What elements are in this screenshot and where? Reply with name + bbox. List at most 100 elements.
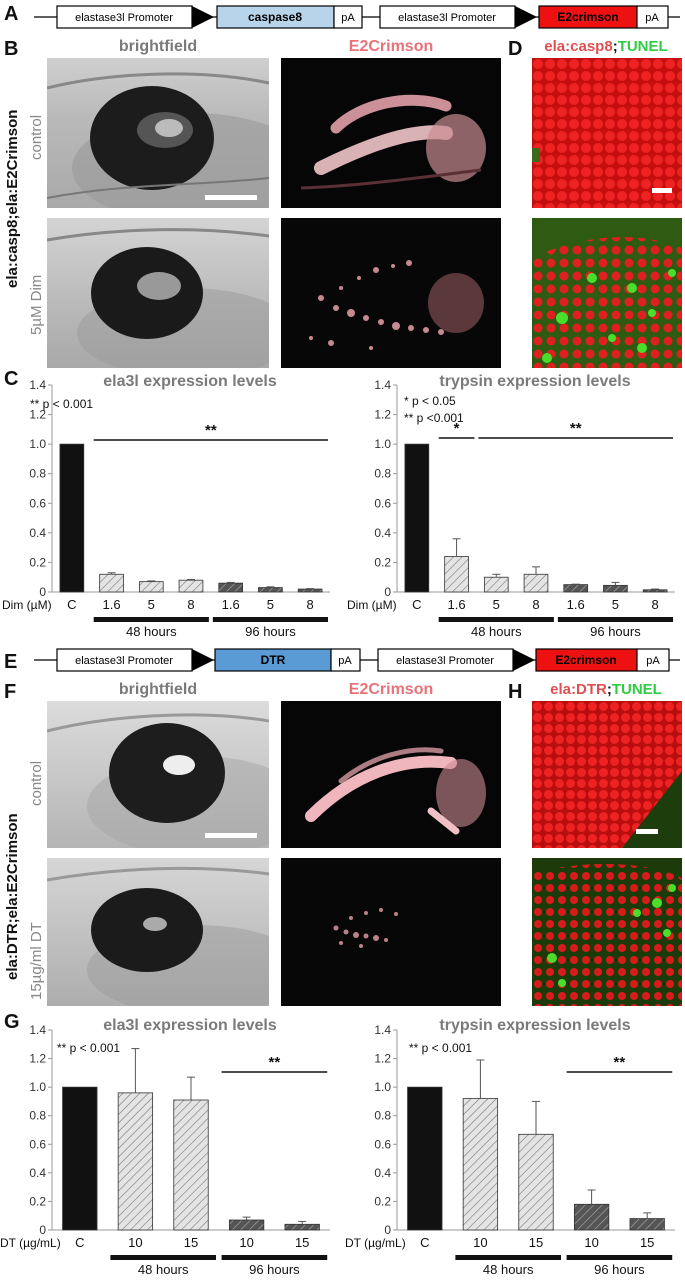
panel-letter-f: F (4, 681, 17, 703)
chart-title: ela3l expression levels (103, 1017, 277, 1034)
x-tick-label: 10 (584, 1235, 598, 1250)
row-label-treated-bottom: 15µg/ml DT (28, 922, 45, 1000)
chart-annotation: * p < 0.05 (404, 394, 456, 408)
bar (483, 576, 509, 593)
x-tick-label: 15 (529, 1235, 543, 1250)
panel-letter-e: E (4, 651, 18, 673)
panel-letter-c: C (4, 368, 19, 390)
genotype-label-top: ela:casp8;ela:E2Crimson (4, 109, 21, 288)
x-tick-label: 1.6 (103, 597, 121, 612)
chart-annotation: ** p < 0.001 (409, 1041, 472, 1055)
y-tick-label: 0 (384, 1223, 391, 1237)
significance-marker: * (454, 420, 460, 437)
bar (297, 588, 323, 593)
x-tick-label: 1.6 (567, 597, 585, 612)
x-tick-label: C (420, 1235, 429, 1250)
bar (99, 573, 124, 593)
e2crimson-heading: E2Crimson (348, 681, 434, 698)
group-bar (110, 1255, 217, 1260)
bar (573, 1203, 610, 1231)
y-tick-label: 0 (39, 585, 46, 599)
scale-bar (636, 829, 658, 834)
y-tick-label: 1.0 (29, 1080, 46, 1094)
group-bar (455, 1255, 562, 1260)
x-tick-label: C (412, 597, 421, 612)
y-tick-label: 1.0 (374, 437, 391, 451)
brightfield-image-control (47, 58, 269, 208)
bar (407, 1086, 443, 1231)
brightfield-heading: brightfield (118, 681, 198, 698)
bar (228, 1219, 265, 1231)
tunel-image-treated (532, 858, 682, 1006)
chart-title: trypsin expression levels (439, 373, 630, 390)
bar (629, 1218, 665, 1231)
bar (523, 573, 549, 593)
y-tick-label: 1.4 (374, 1023, 391, 1037)
y-tick-label: 1.2 (29, 408, 46, 422)
panel-letter-a: A (4, 3, 19, 25)
x-tick-label: 8 (532, 597, 539, 612)
group-bar (212, 617, 329, 622)
bar (462, 1098, 499, 1231)
y-tick-label: 1.2 (374, 1052, 391, 1066)
bar (518, 1133, 554, 1231)
bar (138, 581, 164, 593)
group-label: 48 hours (483, 1262, 534, 1277)
y-tick-label: 0.6 (374, 1137, 391, 1151)
y-tick-label: 1.4 (29, 378, 46, 392)
x-tick-label: C (67, 597, 76, 612)
y-tick-label: 0.8 (374, 467, 391, 481)
x-axis-label: Dim (µM) (2, 598, 52, 612)
x-axis-label: Dim (µM) (347, 598, 397, 612)
y-tick-label: 0.4 (374, 526, 391, 540)
tunel-heading: ela:DTR;TUNEL (550, 681, 662, 698)
construct-a-gene: caspase8 (248, 10, 302, 24)
bar (117, 1092, 154, 1231)
scale-bar (205, 833, 257, 838)
construct-a-pa1: pA (341, 12, 355, 24)
x-tick-label: 5 (612, 597, 619, 612)
scale-bar (205, 195, 257, 200)
y-tick-label: 1.0 (374, 1080, 391, 1094)
x-tick-label: C (75, 1235, 84, 1250)
x-tick-label: 10 (473, 1235, 487, 1250)
panel-letter-g: G (4, 1011, 20, 1033)
chart-annotation: ** p < 0.001 (57, 1041, 120, 1055)
scale-bar (652, 188, 672, 193)
construct-a-reporter: E2crimson (557, 10, 618, 24)
group-bar (557, 617, 674, 622)
e2crimson-image-control (281, 58, 501, 208)
bar (563, 584, 589, 593)
group-bar (221, 1255, 328, 1260)
group-label: 48 hours (126, 624, 177, 639)
y-tick-label: 0.2 (29, 555, 46, 569)
e2crimson-image-treated (281, 218, 501, 368)
y-tick-label: 0.2 (374, 1194, 391, 1208)
bar (642, 589, 668, 593)
chart-trypsin-dt: trypsin expression levels ** p < 0.001 0 0.… (345, 1017, 675, 1277)
panel-letter-h: H (508, 681, 523, 703)
group-label: 96 hours (249, 1262, 300, 1277)
y-tick-label: 1.2 (29, 1052, 46, 1066)
construct-diagram-e: elastase3l Promoter DTR pA elastase3l Pr… (34, 648, 680, 672)
x-tick-label: 8 (187, 597, 194, 612)
construct-a-pa2: pA (645, 12, 659, 24)
y-tick-label: 0.4 (374, 1166, 391, 1180)
x-tick-label: 15 (184, 1235, 198, 1250)
construct-diagram-a: elastase3l Promoter caspase8 pA elastase… (34, 5, 680, 29)
y-tick-label: 0.2 (29, 1194, 46, 1208)
bar (444, 556, 469, 593)
significance-marker: ** (614, 1054, 626, 1071)
brightfield-image-control (47, 701, 269, 848)
x-tick-label: 15 (295, 1235, 309, 1250)
x-axis-label: DT (µg/mL) (0, 1236, 61, 1250)
x-tick-label: 8 (652, 597, 659, 612)
group-bar (93, 617, 209, 622)
bar (218, 582, 244, 593)
e2crimson-image-treated (281, 858, 501, 1006)
tunel-heading: ela:casp8;TUNEL (544, 38, 668, 55)
genotype-label-bottom: ela:DTR;ela:E2Crimson (4, 813, 21, 980)
y-tick-label: 1.0 (29, 437, 46, 451)
x-tick-label: 1.6 (448, 597, 466, 612)
construct-e-reporter: E2crimson (555, 653, 616, 667)
